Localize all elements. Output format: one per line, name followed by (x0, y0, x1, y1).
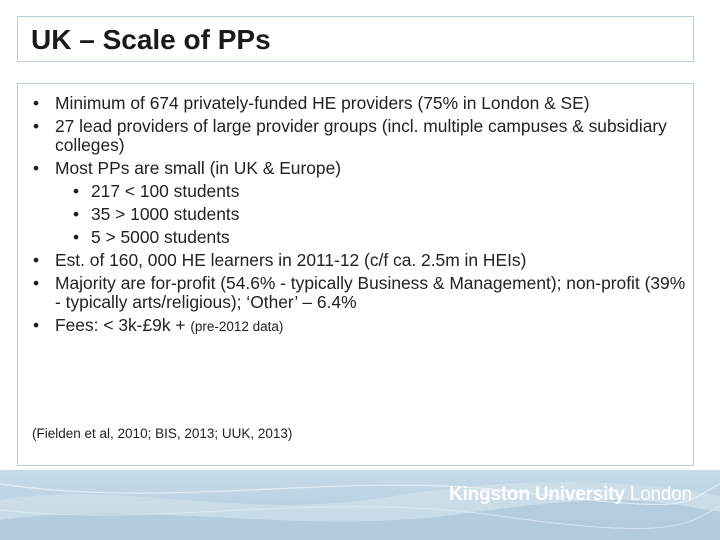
bullet-item: • Fees: < 3k-£9k + (pre-2012 data) (18, 316, 693, 336)
bullet-text: Most PPs are small (in UK & Europe) (55, 158, 342, 178)
bullet-dot: • (33, 116, 40, 136)
bullet-dot: • (73, 227, 80, 247)
wave-decoration (0, 482, 720, 540)
title-box: UK – Scale of PPs (17, 16, 694, 62)
bullet-dot: • (33, 250, 40, 270)
bullet-text: 35 > 1000 students (91, 204, 240, 224)
citation: (Fielden et al, 2010; BIS, 2013; UUK, 20… (32, 426, 293, 441)
sub-bullet-item: • 5 > 5000 students (18, 228, 693, 247)
bullet-item: • Majority are for-profit (54.6% - typica… (18, 274, 693, 312)
bullet-note: (pre-2012 data) (190, 319, 284, 334)
bullet-dot: • (33, 158, 40, 178)
footer-band: Kingston University London (0, 470, 720, 540)
bullet-item: • Most PPs are small (in UK & Europe) (18, 159, 693, 178)
bullet-dot: • (33, 273, 40, 293)
bullet-dot: • (73, 204, 80, 224)
bullet-dot: • (33, 93, 40, 113)
bullet-text: 217 < 100 students (91, 181, 240, 201)
kingston-university-logo: Kingston University London (449, 484, 692, 506)
bullet-item: • Minimum of 674 privately-funded HE prov… (18, 94, 693, 113)
content-box: • Minimum of 674 privately-funded HE prov… (17, 83, 694, 466)
slide-title: UK – Scale of PPs (31, 24, 271, 55)
bullet-dot: • (33, 315, 40, 335)
bullet-list: • Minimum of 674 privately-funded HE prov… (18, 94, 693, 340)
bullet-dot: • (73, 181, 80, 201)
sub-bullet-item: • 217 < 100 students (18, 182, 693, 201)
bullet-text: Minimum of 674 privately-funded HE provi… (55, 93, 590, 113)
bullet-text: Majority are for-profit (54.6% - typical… (55, 273, 686, 312)
logo-main-text: Kingston University (449, 484, 625, 505)
bullet-text: 5 > 5000 students (91, 227, 230, 247)
logo-city-text: London (629, 484, 692, 505)
bullet-text: Est. of 160, 000 HE learners in 2011-12 … (55, 250, 527, 270)
bullet-item: • Est. of 160, 000 HE learners in 2011-12… (18, 251, 693, 270)
bullet-text: Fees: < 3k-£9k + (55, 315, 191, 335)
bullet-text: 27 lead providers of large provider grou… (55, 116, 667, 155)
sub-bullet-item: • 35 > 1000 students (18, 205, 693, 224)
bullet-item: • 27 lead providers of large provider gro… (18, 117, 693, 155)
